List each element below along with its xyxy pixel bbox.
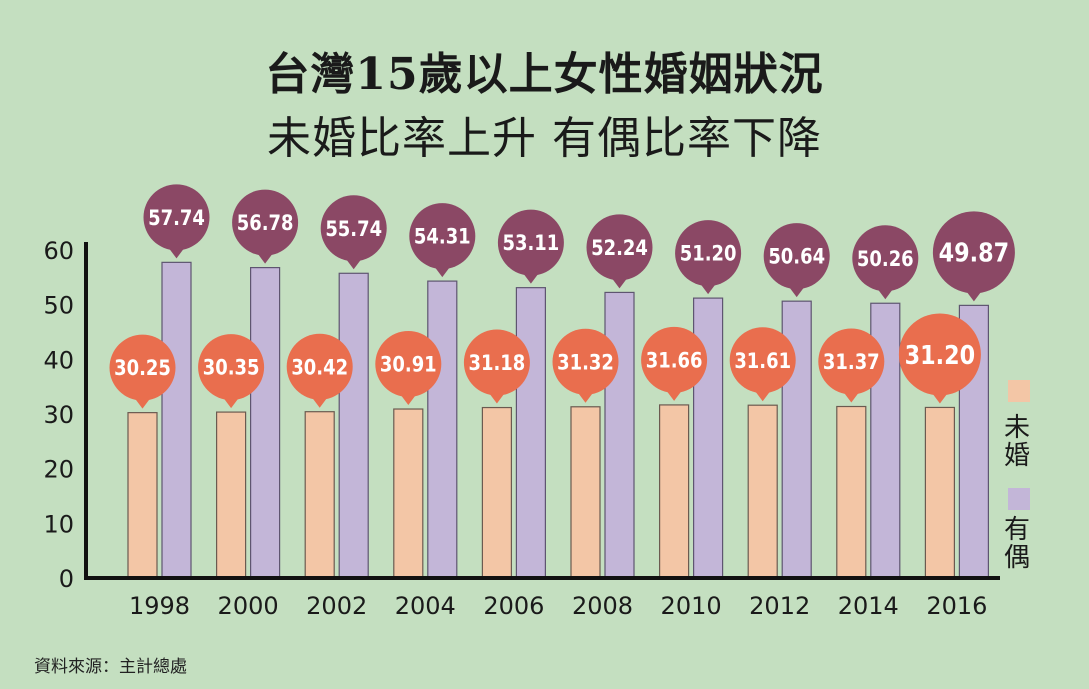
bar-unmarried [924, 406, 956, 579]
bubble-married-label: 54.31 [414, 225, 471, 249]
bubble-unmarried-label: 30.35 [203, 356, 260, 380]
bar-married [338, 272, 369, 579]
bar-unmarried [747, 404, 778, 579]
bubble-unmarried-label: 30.25 [114, 356, 171, 380]
bubble-married [143, 184, 210, 251]
bubble-unmarried [286, 333, 353, 400]
bubble-married [763, 223, 830, 290]
x-tick-label: 1998 [129, 592, 190, 620]
bubble-married [409, 203, 476, 270]
x-tick-label: 2012 [749, 592, 810, 620]
y-tick-label: 60 [43, 237, 74, 265]
source-note: 資料來源：主計總處 [34, 657, 187, 677]
bubble-unmarried [729, 327, 796, 394]
x-tick-label: 2014 [838, 592, 899, 620]
bubble-unmarried [109, 334, 176, 401]
bar-married [161, 261, 192, 579]
y-tick-label: 50 [43, 292, 74, 320]
bubble-unmarried [898, 313, 981, 396]
x-tick-label: 2008 [572, 592, 633, 620]
bubble-married-label: 49.87 [939, 239, 1010, 269]
legend-swatch-unmarried [1008, 380, 1030, 402]
bar-married [781, 300, 812, 579]
chart-subtitle: 未婚比率上升 有偶比率下降 [267, 113, 822, 164]
legend-label-unmarried-1: 未 [1004, 413, 1030, 443]
bubble-married-label: 53.11 [503, 231, 560, 255]
legend-label-unmarried-2: 婚 [1004, 441, 1030, 471]
y-tick-label: 30 [43, 401, 74, 429]
bar-unmarried [658, 404, 690, 579]
bubble-married [675, 220, 742, 287]
bubble-unmarried-label: 31.20 [905, 341, 976, 371]
bar-married [604, 291, 635, 579]
bubble-unmarried-label: 31.18 [469, 351, 526, 375]
bubble-unmarried [552, 328, 619, 395]
y-tick-label: 40 [43, 346, 74, 374]
bubble-unmarried-label: 31.37 [823, 350, 880, 374]
x-tick-label: 2010 [661, 592, 722, 620]
x-tick-label: 2016 [926, 592, 987, 620]
bubble-unmarried [463, 329, 530, 396]
bubble-married-label: 55.74 [325, 217, 382, 241]
x-tick-label: 2002 [306, 592, 367, 620]
bar-married [515, 287, 547, 579]
legend-label-married-2: 偶 [1004, 543, 1030, 573]
x-tick-label: 2004 [395, 592, 456, 620]
chart-title: 台灣15歲以上女性婚姻狀況 [265, 49, 824, 100]
bubble-unmarried [641, 326, 708, 393]
bubble-married [320, 195, 387, 262]
bubble-married-label: 50.64 [768, 245, 825, 269]
bar-unmarried [393, 408, 424, 579]
legend-label-married-1: 有 [1004, 515, 1030, 545]
y-tick-label: 0 [59, 565, 74, 593]
bubble-married [232, 189, 299, 256]
x-tick-label: 2000 [218, 592, 279, 620]
legend-swatch-married [1008, 488, 1030, 510]
bubble-unmarried-label: 31.61 [734, 349, 791, 373]
bubble-married [932, 211, 1015, 294]
y-tick-label: 10 [43, 510, 74, 538]
bar-unmarried [304, 411, 335, 579]
bubble-married-label: 52.24 [591, 236, 648, 260]
bubble-married [497, 209, 564, 276]
bubble-married-label: 56.78 [237, 211, 294, 235]
bar-married [250, 267, 281, 579]
bar-unmarried [570, 406, 601, 579]
bar-unmarried [481, 406, 512, 579]
y-tick-label: 20 [43, 456, 74, 484]
bubble-unmarried-label: 30.91 [380, 353, 437, 377]
bubble-married-label: 51.20 [680, 242, 737, 266]
bubble-married [852, 225, 919, 292]
bubble-unmarried-label: 31.66 [646, 348, 703, 372]
bubble-unmarried-label: 30.42 [291, 355, 348, 379]
bubble-unmarried [375, 331, 442, 398]
bubble-unmarried-label: 31.32 [557, 350, 614, 374]
bar-unmarried [127, 412, 158, 579]
bar-unmarried [836, 405, 867, 579]
bubble-unmarried [198, 334, 265, 401]
bubble-married [586, 214, 653, 281]
bubble-unmarried [818, 328, 885, 395]
bar-married [427, 280, 458, 579]
bar-unmarried [216, 411, 247, 579]
x-tick-label: 2006 [483, 592, 544, 620]
bubble-married-label: 50.26 [857, 247, 914, 271]
bubble-married-label: 57.74 [148, 206, 205, 230]
